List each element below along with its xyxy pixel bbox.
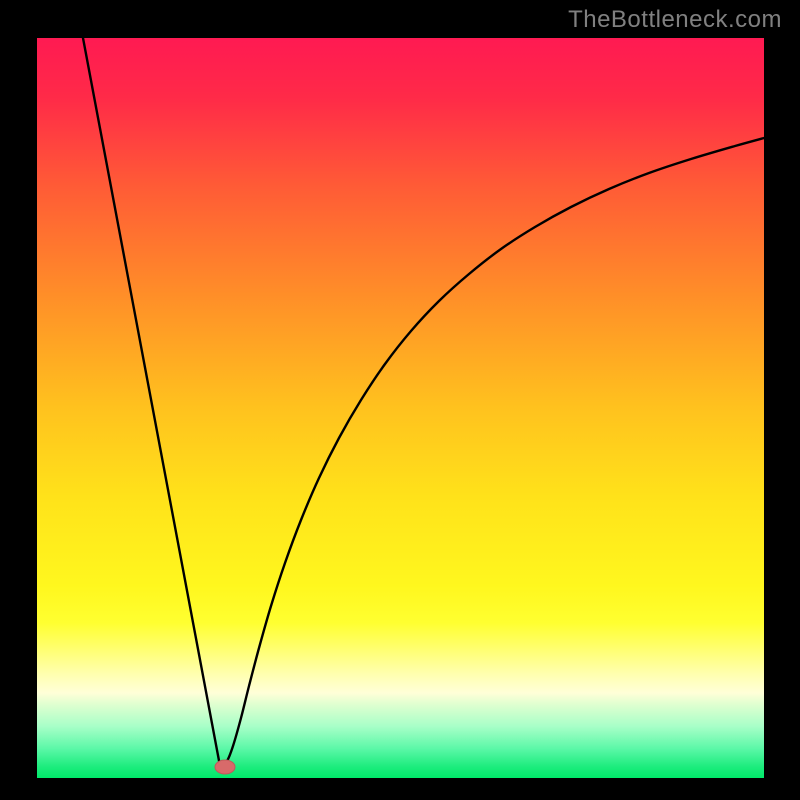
- bottleneck-curve: [37, 38, 764, 778]
- chart-container: TheBottleneck.com: [0, 0, 800, 800]
- plot-area: [37, 38, 764, 778]
- minimum-marker: [215, 760, 235, 774]
- watermark-text: TheBottleneck.com: [568, 6, 782, 34]
